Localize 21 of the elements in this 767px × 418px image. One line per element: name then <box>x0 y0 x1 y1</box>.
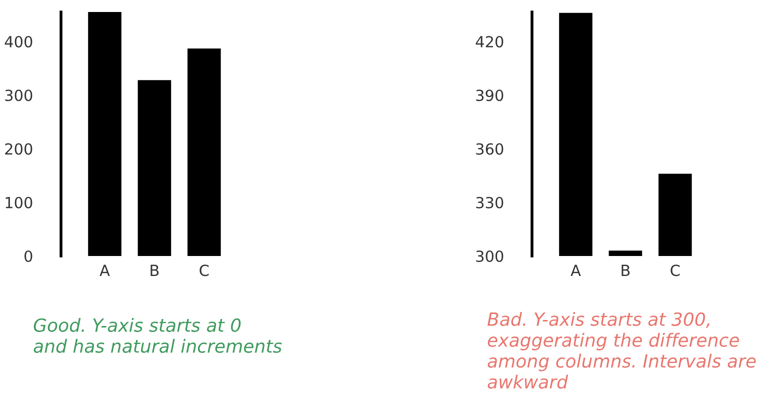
x-tick-label: B <box>622 264 630 276</box>
bar <box>138 80 172 256</box>
text: Good. Y-axis starts at 0 and has natural increments <box>34 318 282 353</box>
y-tick-label: 300 <box>476 250 504 262</box>
y-tick-label: 360 <box>476 143 504 155</box>
y-tick-label: 100 <box>6 196 32 208</box>
x-tick-label: A <box>570 264 581 276</box>
text: Bad. Y-axis starts at 300, exaggerating the difference among columns. Intervals are awkward <box>487 312 756 389</box>
y-tick-label: 0 <box>24 250 32 262</box>
y-tick-label: 300 <box>5 90 32 102</box>
y-tick-label: 400 <box>4 36 32 48</box>
bar <box>88 12 122 256</box>
x-tick-label: C <box>200 264 209 276</box>
x-tick-label: C <box>670 264 680 276</box>
bar <box>187 48 221 256</box>
x-tick-label: A <box>100 264 110 276</box>
y-tick-label: 200 <box>5 143 32 155</box>
y-tick-label: 390 <box>476 90 504 102</box>
y-tick-label: 330 <box>476 196 504 208</box>
y-tick-label: 420 <box>476 36 504 48</box>
x-tick-label: B <box>150 264 159 276</box>
